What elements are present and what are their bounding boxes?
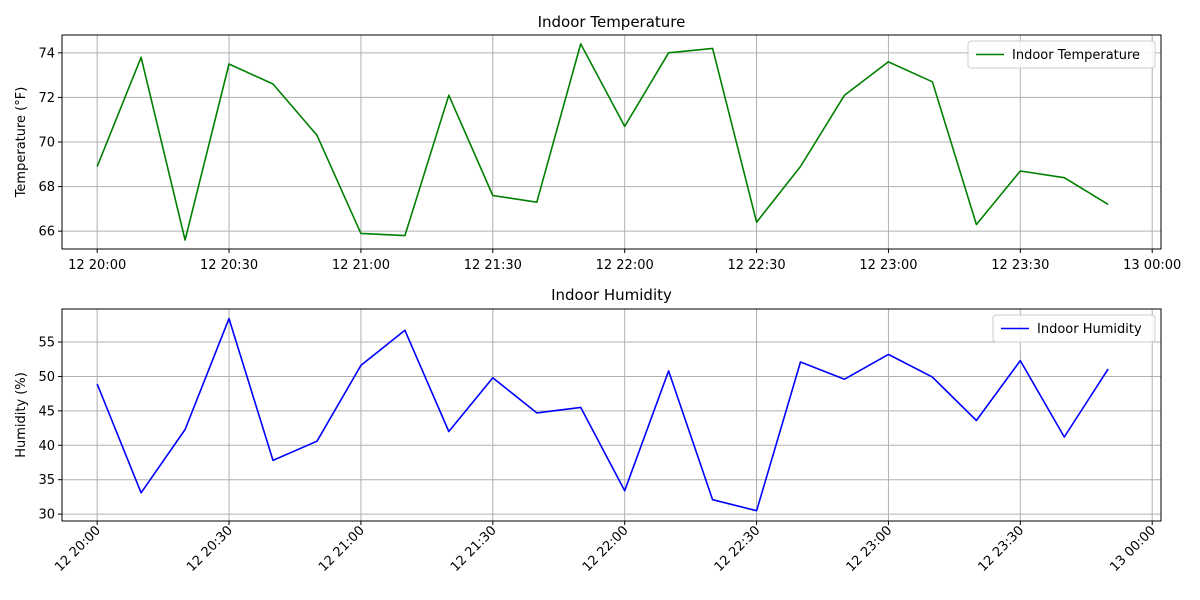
humidity-xtick-label-4: 12 22:00 <box>580 523 632 575</box>
temperature-legend-box <box>967 40 1156 69</box>
temperature-ytick-label-1: 68 <box>38 180 55 195</box>
humidity-ytick-label-1: 35 <box>38 473 55 488</box>
humidity-chart: 30 35 40 45 50 55 12 20:00 12 20:30 12 21:00 12 2… <box>14 286 1162 575</box>
temperature-chart-title: Indoor Temperature <box>538 13 686 31</box>
humidity-legend-box <box>992 314 1156 343</box>
humidity-legend: Indoor Humidity <box>992 314 1156 343</box>
humidity-legend-label: Indoor Humidity <box>1037 322 1142 337</box>
temperature-y-axis-title: Temperature (°F) <box>14 87 29 199</box>
humidity-xtick-label-8: 13 00:00 <box>1107 523 1159 575</box>
humidity-ytick-label-0: 30 <box>38 508 55 523</box>
temperature-chart: 66 68 70 72 74 12 20:00 12 20:30 12 21:00 12 21:… <box>14 13 1181 273</box>
humidity-xtick-label-2: 12 21:00 <box>316 523 368 575</box>
temperature-xtick-label-4: 12 22:00 <box>596 258 654 273</box>
humidity-xtick-label-7: 12 23:30 <box>975 523 1027 575</box>
humidity-ytick-label-3: 45 <box>38 404 55 419</box>
humidity-xtick-label-0: 12 20:00 <box>52 523 104 575</box>
temperature-xtick-label-6: 12 23:00 <box>859 258 917 273</box>
temperature-xtick-label-3: 12 21:30 <box>464 258 522 273</box>
temperature-ytick-label-2: 70 <box>38 136 55 151</box>
humidity-ytick-label-2: 40 <box>38 439 55 454</box>
temperature-xtick-label-8: 13 00:00 <box>1123 258 1181 273</box>
humidity-series-line <box>96 317 1109 512</box>
humidity-xtick-label-3: 12 21:30 <box>448 523 500 575</box>
temperature-xtick-label-7: 12 23:30 <box>991 258 1049 273</box>
humidity-xtick-label-6: 12 23:00 <box>844 523 896 575</box>
temperature-xtick-label-5: 12 22:30 <box>727 258 785 273</box>
temperature-ytick-label-0: 66 <box>38 225 55 240</box>
humidity-xtick-label-1: 12 20:30 <box>184 523 236 575</box>
temperature-ytick-label-3: 72 <box>38 91 55 106</box>
temperature-series-line <box>96 43 1109 241</box>
humidity-ytick-label-5: 55 <box>38 336 55 351</box>
temperature-ytick-label-4: 74 <box>38 46 55 61</box>
humidity-xtick-label-5: 12 22:30 <box>712 523 764 575</box>
humidity-plot-frame <box>61 308 1162 522</box>
humidity-chart-title: Indoor Humidity <box>551 286 672 304</box>
temperature-legend-label: Indoor Temperature <box>1012 48 1140 63</box>
temperature-xtick-label-0: 12 20:00 <box>68 258 126 273</box>
humidity-y-axis-title: Humidity (%) <box>14 372 29 458</box>
temperature-xtick-label-1: 12 20:30 <box>200 258 258 273</box>
temperature-xtick-label-2: 12 21:00 <box>332 258 390 273</box>
humidity-ytick-label-4: 50 <box>38 370 55 385</box>
temperature-legend: Indoor Temperature <box>967 40 1156 69</box>
